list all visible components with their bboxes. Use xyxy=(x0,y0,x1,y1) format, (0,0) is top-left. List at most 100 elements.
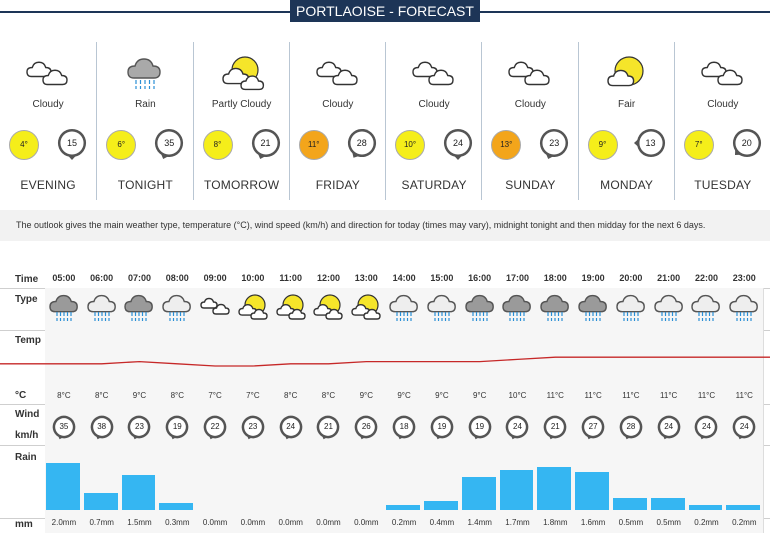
hour-wind-speed: 38 xyxy=(97,422,107,431)
day-column-tonight: Rain 6° 35 TONIGHT xyxy=(96,42,193,200)
hour-rain-amount: 0.5mm xyxy=(618,518,644,527)
hour-time: 16:00 xyxy=(468,273,492,283)
partly-cloudy-icon xyxy=(347,292,385,322)
rain-icon xyxy=(461,292,499,322)
hour-wind-speed: 22 xyxy=(210,422,220,431)
fair-icon xyxy=(579,54,675,94)
hour-wind-speed: 26 xyxy=(361,422,371,431)
rain-bar xyxy=(499,470,534,510)
hour-column: 06:00 8°C 38 0.7mm xyxy=(82,268,122,533)
hour-column-bg xyxy=(612,288,651,533)
hour-time: 10:00 xyxy=(241,273,265,283)
wind-direction-icon: 24 xyxy=(725,414,763,440)
hour-wind-speed: 35 xyxy=(59,422,69,431)
row-label-kmh: km/h xyxy=(15,430,39,441)
hour-time: 12:00 xyxy=(316,273,340,283)
light-rain-icon xyxy=(612,292,650,322)
hourly-forecast: Time Type Temp °C Wind km/h Rain mm 05:0… xyxy=(0,268,770,537)
hour-time: 05:00 xyxy=(52,273,76,283)
hour-wind-speed: 19 xyxy=(437,422,447,431)
hour-column-bg xyxy=(347,288,387,533)
hour-wind-speed: 23 xyxy=(248,422,258,431)
day-column-tuesday: Cloudy 7° 20 TUESDAY xyxy=(673,42,770,200)
row-label-rain: Rain xyxy=(15,452,37,463)
day-temperature: 7° xyxy=(683,130,714,160)
hour-temperature: 8°C xyxy=(321,391,336,400)
hour-temperature: 7°C xyxy=(246,391,260,400)
hour-column: 12:00 8°C 21 0.0mm xyxy=(309,268,349,533)
day-temperature: 11° xyxy=(298,130,329,160)
hour-temperature: 11°C xyxy=(546,391,564,400)
hour-wind-speed: 28 xyxy=(626,422,636,431)
day-wind-speed: 35 xyxy=(164,138,175,148)
day-label: TUESDAY xyxy=(694,178,752,192)
hour-column-bg xyxy=(385,288,424,533)
wind-direction-icon: 13 xyxy=(633,126,668,160)
hour-temperature: 11°C xyxy=(660,391,678,400)
hour-column-bg xyxy=(196,288,235,533)
hour-column-bg xyxy=(158,288,198,533)
hour-column-bg xyxy=(687,288,727,533)
day-description: Cloudy xyxy=(32,99,64,110)
hour-time: 19:00 xyxy=(581,273,605,283)
hour-column: 09:00 7°C 22 0.0mm xyxy=(196,268,235,533)
rain-bar xyxy=(613,498,647,510)
hour-column: 07:00 9°C 23 1.5mm xyxy=(120,268,160,533)
rain-bar xyxy=(424,501,458,510)
hour-rain-amount: 0.0mm xyxy=(278,518,303,527)
hour-rain-amount: 0.0mm xyxy=(240,518,266,527)
wind-direction-icon: 35 xyxy=(152,126,186,160)
hour-rain-amount: 2.0mm xyxy=(51,518,77,527)
hour-wind-speed: 21 xyxy=(324,422,333,431)
wind-direction-icon: 23 xyxy=(234,414,272,440)
day-wind-speed: 13 xyxy=(645,138,656,148)
hour-time: 13:00 xyxy=(354,273,378,283)
wind-direction-icon: 18 xyxy=(385,414,423,440)
day-wind-speed: 21 xyxy=(260,138,271,148)
hour-time: 21:00 xyxy=(657,273,681,283)
wind-direction-icon: 21 xyxy=(310,414,348,440)
hour-rain-amount: 0.0mm xyxy=(316,518,341,527)
day-label: TOMORROW xyxy=(203,178,280,192)
wind-direction-icon: 20 xyxy=(730,126,764,160)
hour-wind-speed: 24 xyxy=(664,422,674,431)
hour-column: 23:00 11°C 24 0.2mm xyxy=(725,268,765,533)
day-wind-speed: 23 xyxy=(549,138,560,148)
wind-direction-icon: 27 xyxy=(574,414,612,440)
hour-column: 19:00 11°C 27 1.6mm xyxy=(574,268,613,533)
hour-temperature: 11°C xyxy=(697,391,716,400)
day-description: Cloudy xyxy=(322,99,354,110)
outlook-note: The outlook gives the main weather type,… xyxy=(0,210,770,241)
hour-rain-amount: 1.7mm xyxy=(505,518,530,527)
hour-time: 09:00 xyxy=(203,273,227,283)
hour-time: 08:00 xyxy=(165,273,189,283)
hour-temperature: 11°C xyxy=(735,391,753,400)
rain-bar xyxy=(121,475,156,510)
hour-rain-amount: 0.7mm xyxy=(89,518,114,527)
hour-temperature: 8°C xyxy=(170,391,184,400)
day-label: EVENING xyxy=(20,178,76,192)
hour-temperature: 9°C xyxy=(359,391,373,400)
rain-bar xyxy=(688,505,723,510)
wind-direction-icon: 19 xyxy=(461,414,499,440)
hour-column-bg xyxy=(271,288,311,533)
rain-bar xyxy=(386,505,420,510)
temperature-line xyxy=(0,356,770,367)
day-wind-speed: 15 xyxy=(66,138,77,148)
day-column-saturday: Cloudy 10° 24 SATURDAY xyxy=(385,42,482,200)
rain-icon xyxy=(536,292,574,322)
daily-forecast: Cloudy 4° 15 EVENING Rain 6° 35 TONIGHT … xyxy=(0,42,770,200)
hour-column: 14:00 9°C 18 0.2mm xyxy=(385,268,424,533)
wind-direction-icon: 26 xyxy=(347,414,385,440)
wind-direction-icon: 38 xyxy=(83,414,121,440)
wind-direction-icon: 35 xyxy=(45,414,83,440)
day-description: Cloudy xyxy=(418,99,450,110)
hour-time: 15:00 xyxy=(430,273,454,283)
rain-bar xyxy=(575,472,609,510)
hour-temperature: 9°C xyxy=(397,391,411,400)
day-wind-speed: 28 xyxy=(356,138,367,148)
light-rain-icon xyxy=(83,292,121,322)
light-rain-icon xyxy=(423,292,461,322)
day-temperature: 4° xyxy=(9,130,39,160)
wind-direction-icon: 24 xyxy=(441,126,475,160)
